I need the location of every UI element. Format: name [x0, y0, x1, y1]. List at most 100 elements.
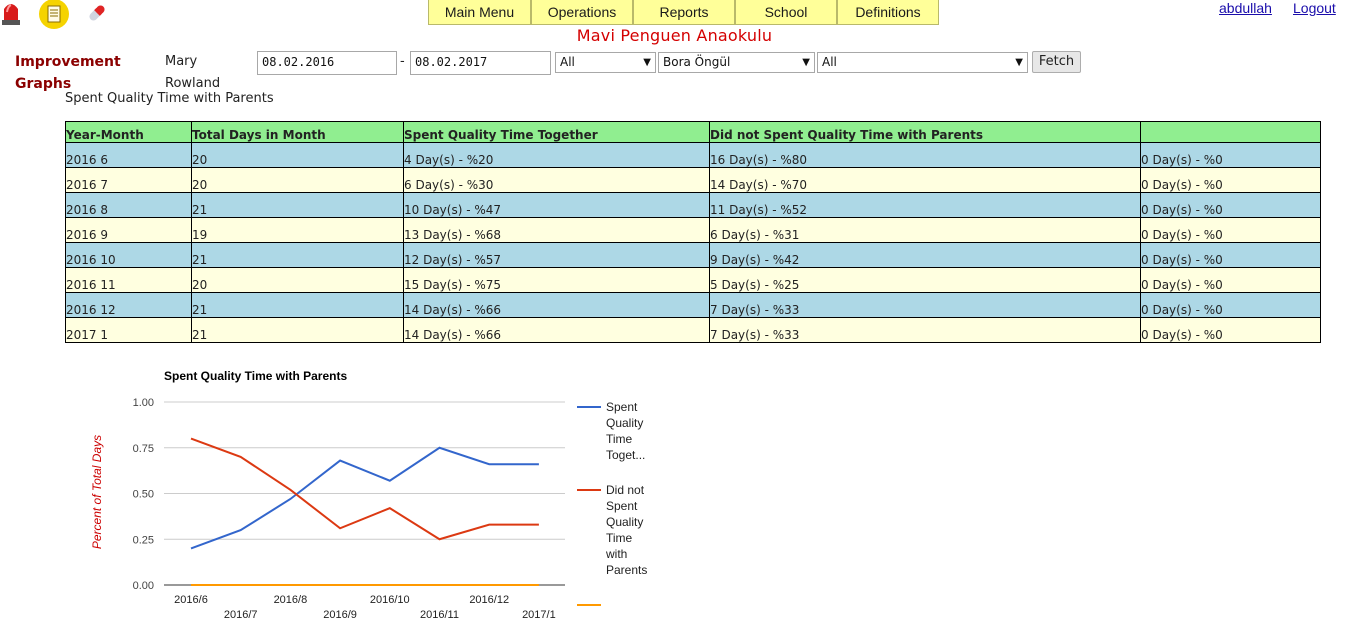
- class-select-value: All: [560, 55, 575, 69]
- table-cell: 7 Day(s) - %33: [709, 317, 1141, 343]
- chart-y-axis-label: Percent of Total Days: [90, 435, 104, 549]
- table-cell: 2016 6: [65, 142, 192, 168]
- chart-title: Spent Quality Time with Parents: [164, 369, 347, 383]
- table-cell: 9 Day(s) - %42: [709, 242, 1141, 268]
- legend-label: Quality: [606, 515, 643, 529]
- table-cell: 7 Day(s) - %33: [709, 292, 1141, 318]
- y-tick-label: 0.00: [133, 580, 154, 592]
- legend-label: with: [605, 547, 627, 561]
- date-separator: -: [400, 54, 405, 69]
- table-cell: 14 Day(s) - %70: [709, 167, 1141, 193]
- legend-label: Parents: [606, 563, 647, 577]
- table-cell: 21: [191, 292, 404, 318]
- table-cell: 0 Day(s) - %0: [1140, 292, 1321, 318]
- legend-label: Spent: [606, 499, 638, 513]
- menu-item-operations[interactable]: Operations: [531, 0, 633, 25]
- table-cell: 2016 7: [65, 167, 192, 193]
- logout-link[interactable]: Logout: [1293, 0, 1336, 16]
- y-tick-label: 0.50: [133, 489, 154, 501]
- table-cell: 15 Day(s) - %75: [403, 267, 710, 293]
- table-cell: 20: [191, 267, 404, 293]
- x-tick-label: 2017/1: [522, 609, 556, 621]
- main-menu: Main Menu Operations Reports School Defi…: [428, 0, 939, 25]
- notes-icon[interactable]: [38, 0, 70, 29]
- legend-label: Did not: [606, 483, 645, 497]
- fetch-button[interactable]: Fetch: [1032, 51, 1081, 73]
- series-line: [190, 437, 539, 541]
- table-row: 2016 7 20 6 Day(s) - %30 14 Day(s) - %70 0 D…: [65, 167, 1321, 193]
- report-table: Year-Month Total Days in Month Spent Qua…: [65, 121, 1321, 343]
- menu-item-definitions[interactable]: Definitions: [837, 0, 939, 25]
- table-cell: 19: [191, 217, 404, 243]
- table-cell: 2016 8: [65, 192, 192, 218]
- table-cell: 21: [191, 317, 404, 343]
- table-row: 2016 11 20 15 Day(s) - %75 5 Day(s) - %25 0 …: [65, 267, 1321, 293]
- table-cell: 6 Day(s) - %30: [403, 167, 710, 193]
- table-cell: 21: [191, 192, 404, 218]
- x-tick-label: 2016/7: [224, 609, 258, 621]
- student-select[interactable]: All ▼: [817, 52, 1028, 73]
- date-to-input[interactable]: 08.02.2017: [410, 51, 551, 75]
- legend-label: Toget...: [606, 448, 645, 462]
- table-cell: 20: [191, 167, 404, 193]
- table-cell: 2017 1: [65, 317, 192, 343]
- table-cell: 11 Day(s) - %52: [709, 192, 1141, 218]
- class-select[interactable]: All ▼: [555, 52, 656, 73]
- table-cell: 16 Day(s) - %80: [709, 142, 1141, 168]
- menu-item-main-menu[interactable]: Main Menu: [428, 0, 531, 25]
- table-cell: 21: [191, 242, 404, 268]
- dropdown-arrow-icon: ▼: [1015, 57, 1023, 68]
- menu-item-reports[interactable]: Reports: [633, 0, 735, 25]
- user-link[interactable]: abdullah: [1219, 0, 1272, 16]
- table-cell: 0 Day(s) - %0: [1140, 142, 1321, 168]
- legend-label: Quality: [606, 416, 643, 430]
- table-cell: 14 Day(s) - %66: [403, 317, 710, 343]
- table-cell: 0 Day(s) - %0: [1140, 167, 1321, 193]
- x-tick-label: 2016/12: [469, 594, 509, 606]
- y-tick-label: 0.75: [133, 443, 154, 455]
- col-total-days: Total Days in Month: [191, 121, 404, 143]
- x-tick-label: 2016/9: [323, 609, 357, 621]
- series-line: [190, 446, 539, 550]
- table-cell: 0 Day(s) - %0: [1140, 242, 1321, 268]
- table-row: 2016 9 19 13 Day(s) - %68 6 Day(s) - %31 0 D…: [65, 217, 1321, 243]
- x-tick-label: 2016/6: [174, 594, 208, 606]
- table-cell: 20: [191, 142, 404, 168]
- x-tick-label: 2016/11: [420, 609, 459, 621]
- table-cell: 12 Day(s) - %57: [403, 242, 710, 268]
- student-name: Mary Rowland: [165, 54, 221, 91]
- x-tick-label: 2016/10: [370, 594, 410, 606]
- table-row: 2016 10 21 12 Day(s) - %57 9 Day(s) - %42 0 …: [65, 242, 1321, 268]
- table-cell: 2016 10: [65, 242, 192, 268]
- table-cell: 14 Day(s) - %66: [403, 292, 710, 318]
- student-select-value: All: [822, 55, 837, 69]
- report-subtitle: Spent Quality Time with Parents: [65, 91, 274, 106]
- pill-icon[interactable]: [86, 2, 108, 24]
- school-name: Mavi Penguen Anaokulu: [576, 26, 773, 45]
- col-not-spent-time: Did not Spent Quality Time with Parents: [709, 121, 1141, 143]
- table-row: 2016 12 21 14 Day(s) - %66 7 Day(s) - %33 0 …: [65, 292, 1321, 318]
- dropdown-arrow-icon: ▼: [643, 57, 651, 68]
- table-cell: 2016 11: [65, 267, 192, 293]
- table-header-row: Year-Month Total Days in Month Spent Qua…: [65, 121, 1321, 143]
- legend-label: Time: [606, 432, 633, 446]
- page-title: Improvement Graphs: [15, 54, 121, 92]
- table-cell: 2016 12: [65, 292, 192, 318]
- table-cell: 0 Day(s) - %0: [1140, 317, 1321, 343]
- x-tick-label: 2016/8: [274, 594, 308, 606]
- table-cell: 10 Day(s) - %47: [403, 192, 710, 218]
- y-tick-label: 1.00: [133, 397, 154, 409]
- menu-item-school[interactable]: School: [735, 0, 837, 25]
- table-row: 2016 8 21 10 Day(s) - %47 11 Day(s) - %52 0 …: [65, 192, 1321, 218]
- table-cell: 2016 9: [65, 217, 192, 243]
- table-cell: 0 Day(s) - %0: [1140, 267, 1321, 293]
- alarm-siren-icon[interactable]: [0, 0, 22, 26]
- teacher-select-value: Bora Öngül: [663, 55, 731, 69]
- col-other: [1140, 121, 1321, 143]
- legend-label: Spent: [606, 400, 638, 414]
- y-tick-label: 0.25: [133, 534, 154, 546]
- table-row: 2016 6 20 4 Day(s) - %20 16 Day(s) - %80 0 D…: [65, 142, 1321, 168]
- table-cell: 4 Day(s) - %20: [403, 142, 710, 168]
- date-from-input[interactable]: 08.02.2016: [257, 51, 397, 75]
- teacher-select[interactable]: Bora Öngül ▼: [658, 52, 815, 73]
